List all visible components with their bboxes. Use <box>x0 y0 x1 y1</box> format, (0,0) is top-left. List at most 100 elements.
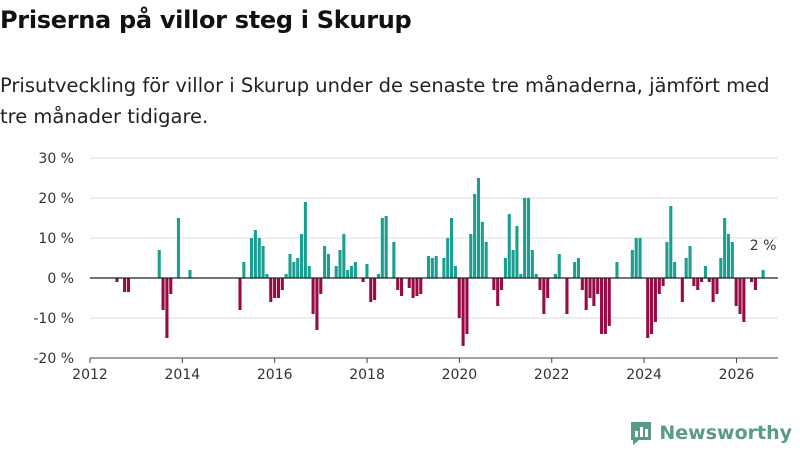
newsworthy-icon <box>631 422 652 445</box>
bar <box>188 270 192 278</box>
bar <box>680 278 684 302</box>
bar <box>530 250 534 278</box>
bar <box>265 274 269 278</box>
bar <box>415 278 419 296</box>
bar <box>711 278 715 302</box>
bar <box>373 278 377 300</box>
bar <box>588 278 592 298</box>
bar <box>284 274 288 278</box>
bar <box>484 242 488 278</box>
bar <box>307 266 311 278</box>
chart-subtitle: Prisutveckling för villor i Skurup under… <box>0 74 770 128</box>
bar <box>496 278 500 306</box>
bar <box>534 274 538 278</box>
bar <box>753 278 757 290</box>
bar <box>646 278 650 338</box>
bar <box>653 278 657 322</box>
bar <box>638 238 642 278</box>
bar <box>311 278 315 314</box>
bar <box>253 230 257 278</box>
bar <box>426 256 431 278</box>
bar <box>734 278 738 306</box>
bar <box>730 242 734 278</box>
bar <box>700 278 704 282</box>
bar <box>761 270 765 278</box>
bar <box>573 262 577 278</box>
bar <box>684 258 688 278</box>
bar <box>450 218 454 278</box>
bar <box>719 258 723 278</box>
bar <box>392 242 396 278</box>
brand-name: Newsworthy <box>659 422 792 444</box>
bar <box>715 278 719 294</box>
x-tick-label: 2014 <box>165 367 201 383</box>
bar <box>457 278 461 318</box>
bar <box>576 258 581 278</box>
bar <box>353 262 357 278</box>
bar <box>323 246 327 278</box>
bar <box>161 278 165 310</box>
bar <box>526 198 531 278</box>
y-tick-label: -10 % <box>33 311 74 327</box>
bar <box>303 202 307 278</box>
bar <box>557 254 561 278</box>
bar <box>500 278 504 290</box>
bar <box>407 278 411 288</box>
bar <box>430 258 434 278</box>
bar <box>400 278 404 296</box>
bar <box>469 234 473 278</box>
bar <box>442 258 446 278</box>
y-axis: 30 % 20 % 10 % 0 % -10 % -20 % <box>33 151 74 367</box>
bar <box>300 234 304 278</box>
bar <box>692 278 696 286</box>
bar <box>600 278 604 334</box>
bar <box>665 242 669 278</box>
y-tick-label: 0 % <box>47 271 74 287</box>
bar <box>115 278 119 282</box>
bar <box>296 258 300 278</box>
bar <box>661 278 665 286</box>
bar <box>319 278 323 294</box>
bar <box>546 278 550 298</box>
bar <box>292 262 296 278</box>
bar <box>346 270 350 278</box>
bar <box>592 278 596 306</box>
x-tick-label: 2012 <box>72 367 108 383</box>
bar <box>365 264 369 278</box>
y-tick-label: 20 % <box>38 191 74 207</box>
x-tick-label: 2020 <box>442 367 478 383</box>
bar <box>273 278 277 298</box>
bar <box>446 238 450 278</box>
bar <box>707 278 711 282</box>
bar <box>657 278 661 294</box>
bar <box>350 266 354 278</box>
x-tick-label: 2022 <box>534 367 570 383</box>
bar <box>630 250 634 278</box>
bar <box>338 250 342 278</box>
bar <box>723 218 727 278</box>
bar <box>476 178 481 278</box>
bar <box>396 278 400 290</box>
x-axis: 2012 2014 2016 2018 2020 2022 2024 2026 <box>72 357 778 383</box>
bar <box>538 278 542 290</box>
bar <box>157 250 161 278</box>
bars <box>115 178 765 346</box>
bar <box>480 222 484 278</box>
chart-title: Priserna på villor steg i Skurup <box>0 6 412 34</box>
bar <box>465 278 469 334</box>
bar <box>461 278 465 346</box>
y-tick-label: -20 % <box>33 351 74 367</box>
bar <box>634 238 638 278</box>
bar <box>434 256 438 278</box>
bar <box>584 278 588 310</box>
bar <box>380 218 384 278</box>
bar <box>123 278 127 292</box>
bar <box>257 238 261 278</box>
bar <box>650 278 654 334</box>
bar <box>565 278 569 314</box>
bar <box>242 262 246 278</box>
bar <box>411 278 415 298</box>
bar <box>369 278 373 302</box>
newsworthy-logo[interactable]: Newsworthy <box>629 420 792 446</box>
bar <box>580 278 584 290</box>
